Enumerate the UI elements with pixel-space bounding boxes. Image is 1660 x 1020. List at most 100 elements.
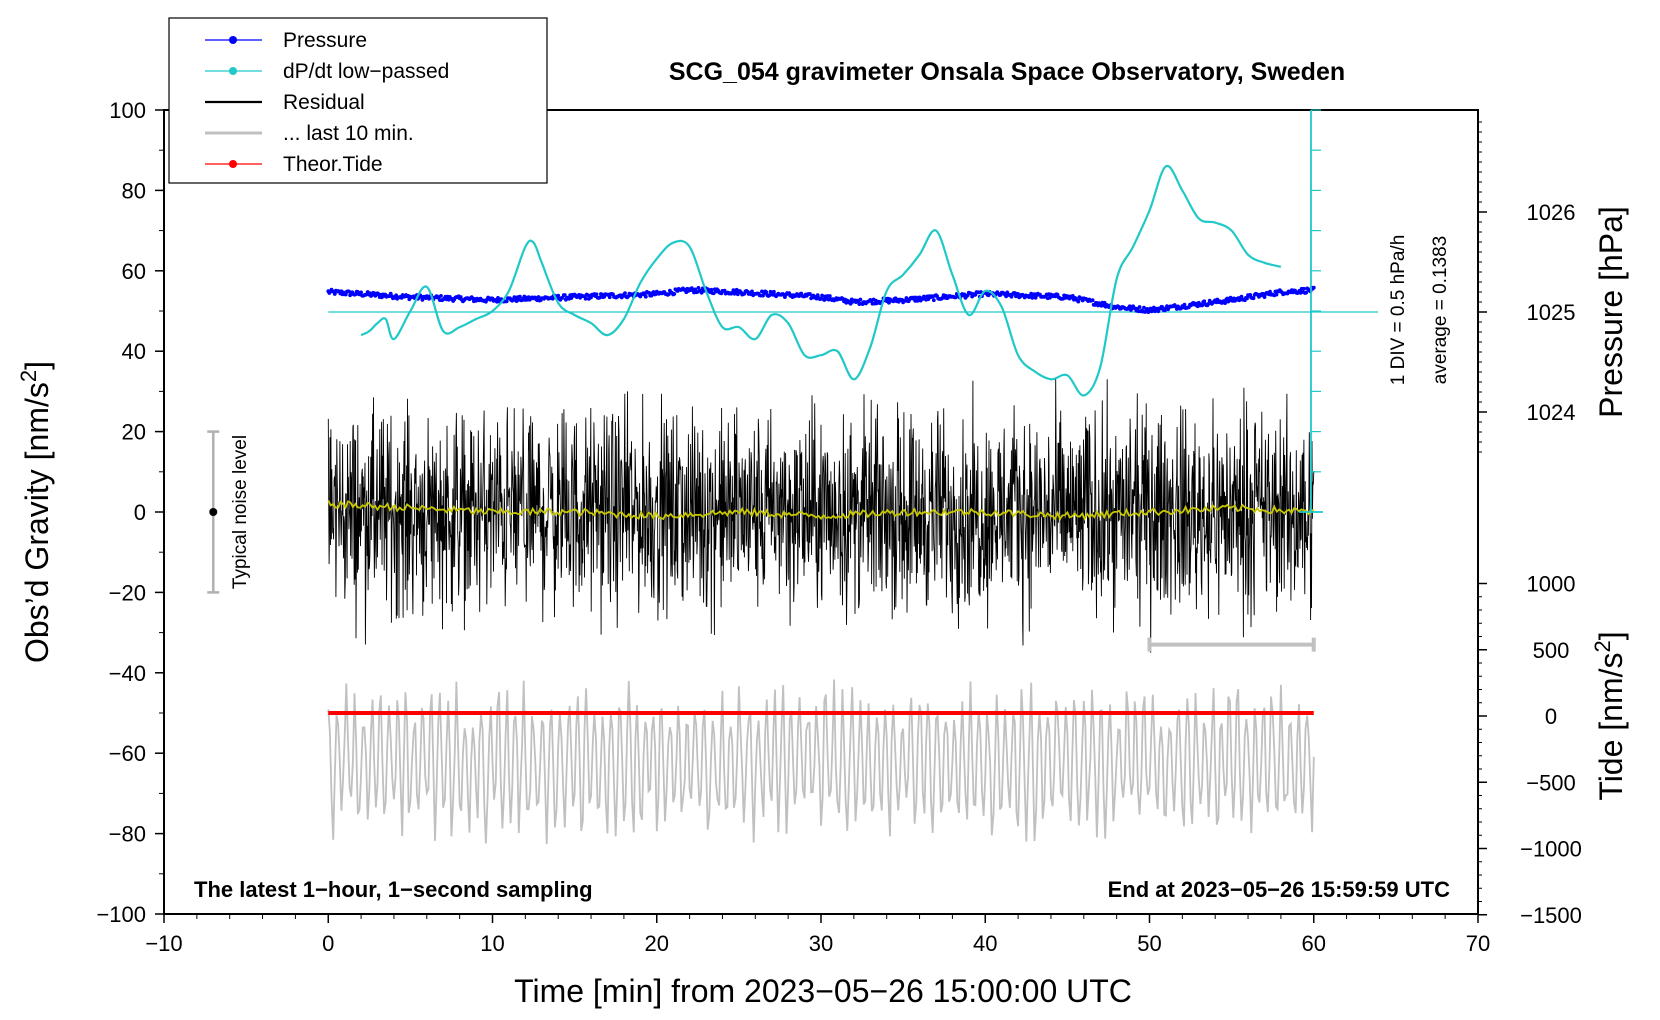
pressure-point	[1142, 305, 1146, 310]
pressure-point	[1268, 289, 1272, 294]
pressure-point	[518, 294, 522, 299]
x-axis-title: Time [min] from 2023−05−26 15:00:00 UTC	[514, 973, 1132, 1009]
series-layer	[326, 164, 1378, 845]
pressure-point	[827, 294, 832, 298]
pressure-point	[439, 294, 443, 298]
y-tick-label: −80	[109, 822, 146, 847]
y-tick-label: 60	[122, 259, 146, 284]
legend-swatch-marker	[229, 36, 237, 44]
legend-swatch-marker	[229, 67, 237, 75]
pressure-point	[767, 293, 772, 298]
dpdt-scale-label: 1 DIV = 0.5 hPa/h	[1388, 235, 1409, 386]
legend-label: Theor.Tide	[283, 153, 383, 176]
y-tick-label: 80	[122, 178, 146, 203]
pressure-point	[1239, 294, 1244, 299]
pressure-point	[696, 286, 701, 290]
pressure-point	[597, 295, 602, 300]
pressure-point	[1030, 296, 1035, 300]
tide-tick-label: −1000	[1520, 837, 1582, 862]
x-tick-label: 60	[1302, 931, 1326, 956]
legend-item: ... last 10 min.	[205, 122, 414, 145]
legend-items: Pressure dP/dt low−passed Residual ... last…	[205, 29, 449, 176]
pressure-point	[643, 294, 648, 299]
pressure-point	[1202, 299, 1207, 304]
x-tick-label: −10	[145, 931, 182, 956]
pressure-point	[1245, 296, 1249, 301]
y-tick-label: 0	[134, 500, 146, 525]
pressure-point	[583, 296, 588, 301]
pressure-point	[1016, 292, 1020, 296]
x-tick-label: 20	[645, 931, 669, 956]
last-10-min-range-marker	[1147, 637, 1316, 652]
pressure-average-label: average = 0.1383	[1430, 236, 1451, 384]
annotation-sampling: The latest 1−hour, 1−second sampling	[194, 877, 593, 902]
pressure-point	[820, 293, 824, 298]
y-tick-label: −20	[109, 580, 146, 605]
pressure-point	[359, 290, 363, 295]
noise-level-label: Typical noise level	[230, 435, 251, 589]
y-axis-title-tide: Tide [nm/s2]	[1590, 631, 1629, 800]
pressure-point	[735, 292, 740, 297]
pressure-point	[1311, 285, 1316, 290]
y-tick-label: −100	[96, 902, 146, 927]
pressure-point	[1156, 309, 1161, 314]
pressure-point	[536, 295, 541, 299]
series-pressure	[326, 285, 1316, 314]
annotation-end-time: End at 2023−05−26 15:59:59 UTC	[1108, 877, 1451, 902]
pressure-point	[1302, 286, 1306, 291]
tide-tick-label: 500	[1533, 638, 1570, 663]
legend-label: Pressure	[283, 29, 367, 52]
y-axis-title-gravity: Obs’d Gravity [nm/s2]	[16, 361, 55, 663]
pressure-tick-label: 1026	[1527, 200, 1576, 225]
pressure-point	[772, 289, 776, 294]
tide-tick-label: 0	[1545, 704, 1557, 729]
y-axis-title-pressure: Pressure [hPa]	[1593, 206, 1629, 418]
pressure-point	[1076, 299, 1081, 304]
noise-center-dot	[209, 508, 218, 516]
legend-label: ... last 10 min.	[283, 122, 414, 145]
pressure-point	[750, 289, 754, 294]
legend: Pressure dP/dt low−passed Residual ... last…	[168, 17, 548, 184]
x-tick-label: 10	[480, 931, 504, 956]
pressure-point	[1274, 292, 1279, 297]
legend-item: Theor.Tide	[205, 153, 383, 176]
y-tick-label: −40	[109, 661, 146, 686]
pressure-point	[672, 292, 677, 296]
x-tick-label: 50	[1137, 931, 1161, 956]
y-tick-label: 100	[109, 98, 146, 123]
pressure-point	[1137, 305, 1142, 309]
tide-tick-label: 1000	[1527, 572, 1576, 597]
pressure-point	[332, 292, 337, 296]
pressure-point	[904, 296, 909, 300]
series-residual-lowpass	[327, 500, 1314, 521]
pressure-point	[931, 298, 936, 303]
pressure-point	[953, 295, 958, 300]
pressure-point	[1304, 290, 1308, 295]
x-tick-label: 40	[973, 931, 997, 956]
pressure-tick-label: 1024	[1527, 400, 1576, 425]
pressure-point	[1182, 302, 1187, 307]
pressure-point	[1090, 298, 1095, 303]
legend-item: dP/dt low−passed	[205, 60, 449, 83]
pressure-point	[594, 292, 599, 297]
legend-label: dP/dt low−passed	[283, 60, 449, 83]
pressure-point	[1251, 296, 1256, 301]
series-residual	[327, 379, 1315, 653]
pressure-point	[504, 299, 509, 304]
y-tick-label: 20	[122, 420, 146, 445]
x-tick-label: 30	[809, 931, 833, 956]
pressure-point	[764, 290, 769, 294]
tide-tick-label: −1500	[1520, 903, 1582, 928]
pressure-point	[512, 295, 517, 299]
axes-layer: −10 0 10 20 30 40 50 60 70100806040200−20−40−60−…	[96, 98, 1581, 956]
legend-box	[168, 17, 548, 184]
pressure-point	[623, 291, 627, 295]
legend-swatch-marker	[229, 160, 237, 168]
pressure-point	[858, 297, 863, 302]
pressure-point	[1048, 295, 1052, 300]
x-tick-label: 0	[322, 931, 334, 956]
pressure-point	[1262, 295, 1267, 299]
pressure-point	[709, 287, 714, 292]
pressure-point	[556, 293, 561, 298]
